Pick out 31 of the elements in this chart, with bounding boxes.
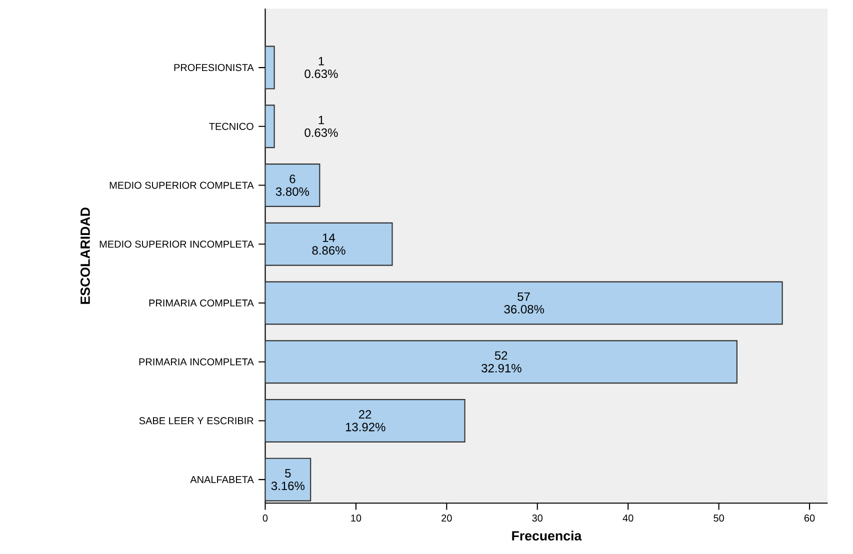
data-label: 6 3.80%	[276, 174, 310, 196]
y-tick-label: ANALFABETA	[190, 476, 254, 484]
x-tick-label: 20	[442, 514, 452, 522]
y-tick-label: PRIMARIA COMPLETA	[149, 300, 254, 307]
data-label: 52 32.91%	[482, 351, 522, 373]
data-label: 1 0.63%	[304, 116, 338, 138]
data-label: 22 13.92%	[346, 410, 386, 432]
y-tick-label: TECNICO	[209, 122, 254, 130]
x-tick-label: 0	[262, 514, 268, 522]
y-tick-label: MEDIO SUPERIOR COMPLETA	[110, 182, 254, 189]
x-axis-title: Frecuencia	[512, 530, 582, 541]
bar	[265, 399, 466, 443]
x-tick-label: 10	[351, 514, 362, 522]
y-axis-title: ESCOLARIDAD	[80, 208, 90, 304]
x-tick-label: 60	[804, 514, 815, 522]
bar	[265, 340, 738, 384]
x-tick-label: 40	[622, 514, 634, 522]
bar	[265, 281, 783, 325]
bar	[265, 458, 312, 502]
x-tick-label: 30	[532, 514, 543, 522]
y-tick-label: SABE LEER Y ESCRIBIR	[139, 417, 254, 424]
data-label: 14 8.86%	[312, 234, 346, 255]
y-tick-label: PRIMARIA INCOMPLETA	[139, 358, 254, 366]
data-label: 1 0.63%	[304, 57, 338, 78]
bar	[265, 222, 393, 266]
x-tick-label: 50	[714, 514, 724, 522]
data-label: 5 3.16%	[271, 469, 304, 490]
data-label: 57 36.08%	[504, 292, 544, 314]
bar	[265, 164, 320, 208]
y-tick-label: PROFESIONISTA	[174, 64, 254, 72]
y-tick-label: MEDIO SUPERIOR INCOMPLETA	[100, 240, 254, 248]
